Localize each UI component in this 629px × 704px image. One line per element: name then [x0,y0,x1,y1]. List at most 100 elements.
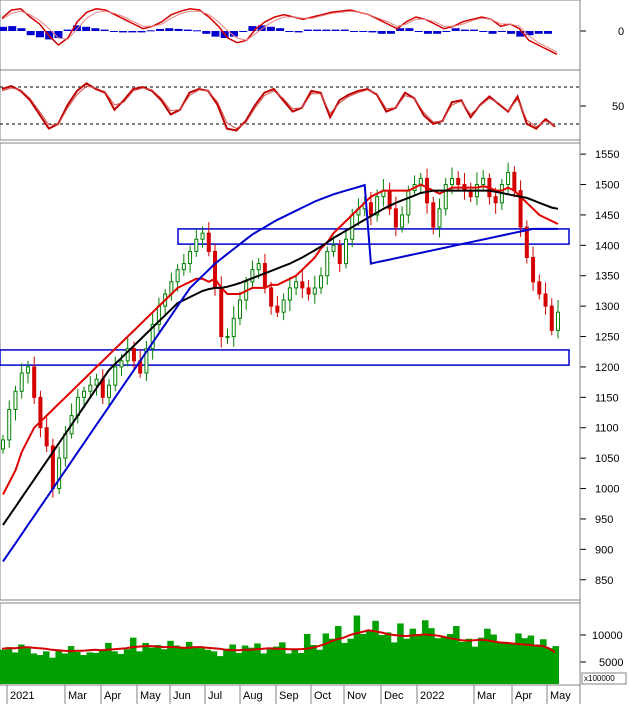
macd-histogram-bar [100,29,109,31]
candle-body [524,226,529,258]
volume-bar [216,656,224,684]
candle-body [281,299,286,313]
candle-body [188,250,193,265]
candle-body [225,336,230,339]
volume-bar [465,638,473,684]
price-tick-label: 1550 [595,149,619,161]
volume-bar [61,653,69,684]
rsi-lines [1,82,556,132]
candle-body [556,311,560,331]
volume-bar [310,645,317,684]
macd-histogram-bar [414,31,423,32]
volume-bar [397,623,404,684]
macd-histogram-bar [183,29,192,31]
candle-body [400,214,405,228]
macd-histogram-bar [303,29,312,31]
volume-bar [105,642,112,684]
candle-body [19,372,24,392]
candle-body [175,269,180,283]
volume-bar [378,635,386,684]
candle-body [44,427,49,447]
candle-body [88,384,93,392]
price-tick-label: 1450 [595,210,619,222]
x-tick-label: 2022 [420,690,444,702]
candle-body [449,177,454,186]
volume-moving-average [1,629,556,654]
macd-histogram-bar [128,31,137,33]
price-tick-label: 1100 [595,423,619,435]
volume-bar [266,649,274,684]
macd-histogram-bar [202,31,211,34]
candle-body [537,281,542,295]
volume-bar [192,646,199,684]
price-tick-label: 850 [595,575,613,587]
candle-body [181,263,186,271]
macd-histogram-bar [534,31,543,34]
price-panel-frame [0,142,581,601]
macd-histogram-bar [507,31,516,34]
candle-body [269,287,274,307]
price-tick-label: 950 [595,514,613,526]
candle-body [287,287,292,301]
volume-bar [428,628,435,684]
macd-histogram-bar [386,31,395,34]
x-tick-label: 2021 [10,690,34,702]
x-tick-label: Oct [314,690,331,702]
volume-bar [167,640,174,684]
macd-line [1,8,558,55]
candle-body [512,171,517,192]
macd-histogram-bar [248,26,257,31]
candle-body [275,305,280,313]
volume-10000-tick: 10000 [592,630,623,642]
macd-histogram-bar [285,31,294,32]
volume-bar [260,653,267,684]
macd-histogram-bar [54,31,63,38]
candle-body [431,202,436,228]
candle-body [300,281,305,289]
macd-histogram-bar [229,31,238,37]
volume-bar [546,648,553,684]
x-tick-label: Apr [104,690,121,702]
volume-bar [291,649,299,684]
x-tick-label: Dec [384,690,404,702]
volume-bar [185,641,193,684]
volume-bar [552,646,559,684]
x-tick-label: May [140,690,161,702]
macd-histogram-bar [8,26,17,31]
volume-bar [403,638,410,684]
ma-red-line [2,183,559,496]
macd-histogram-bar [377,31,386,34]
macd-histogram [0,25,552,40]
x-tick-label: Apr [515,690,532,702]
volume-bar [490,634,497,684]
x-tick-label: Aug [243,690,263,702]
candle-body [312,287,317,295]
volume-bar [24,648,31,684]
candle-body [543,293,548,307]
price-zone-box [0,349,570,366]
volume-bar [241,645,249,684]
volume-bar [347,638,354,684]
candle-body [331,244,336,252]
volume-bar [179,648,187,684]
candle-body [231,317,236,338]
price-tick-label: 1200 [595,362,619,374]
macd-histogram-bar [451,28,460,31]
volume-unit-label: x100000 [584,674,615,683]
volume-bar [422,620,429,684]
volume-bar [484,628,491,684]
macd-histogram-bar [516,31,525,37]
macd-histogram-bar [294,31,303,33]
volume-bar [5,647,13,684]
macd-lines [1,8,558,55]
candle-body [493,196,498,204]
candle-body [256,263,261,271]
macd-histogram-bar [488,31,497,34]
volume-bar [148,647,156,684]
volume-unit-box [581,672,627,685]
macd-histogram-bar [17,28,26,31]
x-tick-label: Jun [173,690,191,702]
volume-bar [42,651,50,684]
candle-body [63,433,68,459]
volume-bar [136,651,143,684]
